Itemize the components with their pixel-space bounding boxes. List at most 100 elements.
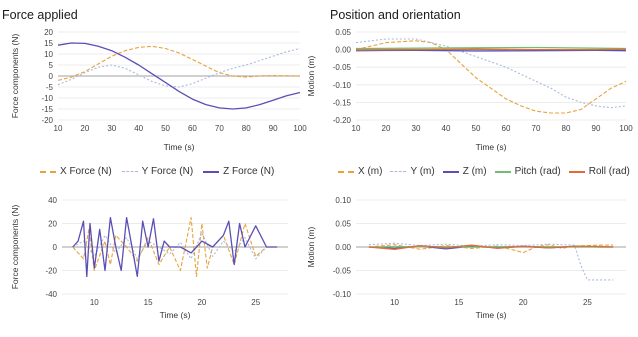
x-tick-label: 10 <box>90 298 99 307</box>
y-tick-label: 0 <box>53 243 58 252</box>
dotted-line-icon <box>390 171 407 172</box>
legend-item-x-force: X Force (N) <box>40 166 112 177</box>
legend-label: Roll (rad) <box>588 166 630 177</box>
legend-label: Z Force (N) <box>223 166 275 177</box>
x-tick-label: 50 <box>472 124 481 133</box>
dashed-line-icon <box>40 170 56 173</box>
chart-force-bottom: 40 20 0 -20 -40 10 15 20 25 Force components (N) T… <box>10 196 288 320</box>
series-line-roll-rad <box>355 48 627 51</box>
legend-label: X (m) <box>358 166 383 177</box>
legend-item-z-force: Z Force (N) <box>203 166 274 177</box>
series-line-z-force-n <box>57 42 301 110</box>
x-axis-label: Time (s) <box>164 142 195 152</box>
y-axis-label: Motion (m) <box>306 227 316 268</box>
x-tick-label: 40 <box>442 124 451 133</box>
y-tick-label: -5 <box>46 83 54 92</box>
x-axis-label: Time (s) <box>160 310 191 320</box>
y-tick-label: -0.10 <box>333 81 352 90</box>
solid-line-icon <box>203 170 220 173</box>
legend-item-x: X (m) <box>338 166 382 177</box>
y-tick-label: -40 <box>45 290 57 299</box>
legend-label: Pitch (rad) <box>514 166 561 177</box>
y-tick-label: -0.05 <box>333 63 352 72</box>
series-line-x-force-n <box>57 45 301 81</box>
x-tick-label: 30 <box>412 124 421 133</box>
y-tick-label: -0.10 <box>333 290 352 299</box>
y-axis-label: Force components (N) <box>10 34 20 119</box>
y-tick-label: 15 <box>44 39 53 48</box>
x-tick-label: 20 <box>80 124 89 133</box>
x-tick-label: 30 <box>107 124 116 133</box>
x-tick-label: 100 <box>619 124 633 133</box>
series-line-y-m <box>355 38 627 109</box>
y-tick-label: 20 <box>44 28 53 37</box>
y-tick-label: -0.15 <box>333 98 352 107</box>
y-axis-label: Force components (N) <box>10 205 20 290</box>
dotted-line-icon <box>121 171 138 172</box>
x-tick-label: 15 <box>454 298 463 307</box>
legend-label: X Force (N) <box>60 166 112 177</box>
right-panel-title: Position and orientation <box>330 8 461 22</box>
x-axis-label: Time (s) <box>476 310 507 320</box>
x-tick-label: 10 <box>54 124 63 133</box>
x-tick-label: 40 <box>134 124 143 133</box>
x-tick-label: 20 <box>519 298 528 307</box>
legend-label: Y (m) <box>410 166 435 177</box>
y-tick-label: 0.00 <box>335 243 351 252</box>
y-tick-label: -0.05 <box>333 267 352 276</box>
force-legend: X Force (N) Y Force (N) Z Force (N) <box>40 166 274 177</box>
x-tick-label: 25 <box>583 298 592 307</box>
x-tick-label: 25 <box>251 298 260 307</box>
y-tick-label: 0.00 <box>335 46 351 55</box>
y-tick-label: 0.10 <box>335 196 351 205</box>
y-axis-label: Motion (m) <box>306 56 316 97</box>
legend-item-pitch: Pitch (rad) <box>494 166 561 177</box>
series-line-y-force-n <box>57 47 301 88</box>
y-tick-label: 0.05 <box>335 28 351 37</box>
legend-label: Y Force (N) <box>141 166 194 177</box>
y-tick-label: 0 <box>49 72 54 81</box>
x-tick-label: 90 <box>592 124 601 133</box>
x-tick-label: 20 <box>382 124 391 133</box>
y-tick-label: -20 <box>45 267 57 276</box>
y-tick-label: 10 <box>44 50 53 59</box>
legend-item-y-force: Y Force (N) <box>121 166 194 177</box>
series-line-roll-rad <box>368 244 614 250</box>
series-line-z-m <box>355 49 627 52</box>
motion-legend: X (m) Y (m) Z (m) Pitch (rad) Roll (rad) <box>338 166 630 177</box>
y-tick-label: 40 <box>48 196 57 205</box>
legend-label: Z (m) <box>462 166 487 177</box>
x-tick-label: 100 <box>293 124 307 133</box>
solid-line-icon <box>568 170 585 173</box>
legend-item-y: Y (m) <box>390 166 435 177</box>
x-tick-label: 15 <box>144 298 153 307</box>
x-tick-label: 90 <box>269 124 278 133</box>
solid-line-icon <box>494 170 511 173</box>
x-tick-label: 10 <box>390 298 399 307</box>
x-tick-label: 60 <box>188 124 197 133</box>
y-tick-label: -0.20 <box>333 116 352 125</box>
y-tick-label: -10 <box>41 94 53 103</box>
solid-line-icon <box>442 170 459 173</box>
series-line-z-force-n <box>72 216 278 278</box>
x-tick-label: 70 <box>532 124 541 133</box>
x-tick-label: 70 <box>215 124 224 133</box>
y-tick-label: -20 <box>41 116 53 125</box>
series-line-y-m <box>368 242 614 281</box>
x-tick-label: 50 <box>161 124 170 133</box>
x-tick-label: 10 <box>352 124 361 133</box>
series-line-x-force-n <box>72 217 278 277</box>
x-tick-label: 80 <box>562 124 571 133</box>
legend-item-roll: Roll (rad) <box>568 166 630 177</box>
x-tick-label: 80 <box>242 124 251 133</box>
dashed-line-icon <box>338 170 354 173</box>
chart-motion-bottom: 0.10 0.05 0.00 -0.05 -0.10 10 15 20 25 Motion (m)… <box>306 196 626 320</box>
x-tick-label: 60 <box>502 124 511 133</box>
series-line-x-m <box>355 40 627 114</box>
legend-item-z: Z (m) <box>442 166 487 177</box>
left-panel-title: Force applied <box>2 8 78 22</box>
